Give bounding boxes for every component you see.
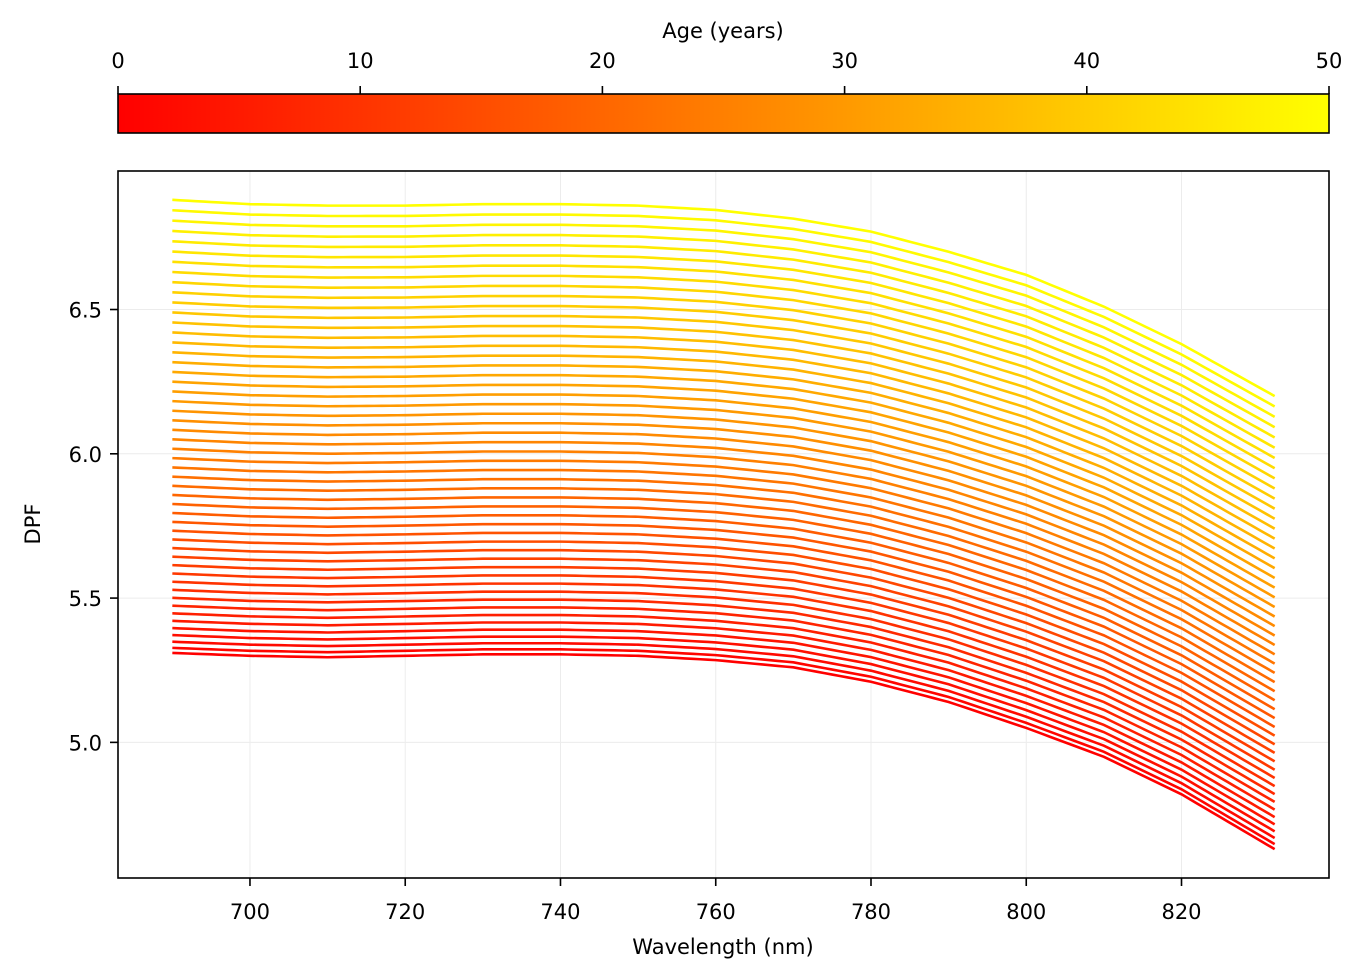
x-tick-label: 780 (851, 900, 891, 924)
x-tick-label: 820 (1161, 900, 1201, 924)
dpf-line-age-27 (172, 428, 1276, 628)
dpf-line-age-49 (172, 208, 1276, 408)
dpf-line-age-48 (172, 219, 1276, 418)
dpf-line-age-18 (172, 511, 1276, 711)
dpf-line-age-5 (172, 619, 1276, 819)
dpf-line-age-0 (172, 651, 1276, 851)
dpf-line-age-11 (172, 572, 1276, 771)
x-tick-label: 720 (385, 900, 425, 924)
colorbar-tick-label: 20 (589, 49, 616, 73)
colorbar-ticks: 0 10 20 30 40 50 (111, 49, 1342, 94)
x-axis-ticks: 700 720 740 760 780 800 820 (230, 878, 1202, 924)
dpf-line-age-45 (172, 250, 1276, 449)
dpf-line-age-16 (172, 529, 1276, 729)
dpf-line-age-20 (172, 493, 1276, 693)
dpf-line-age-17 (172, 520, 1276, 720)
colorbar: Age (years) 0 10 20 30 40 50 (111, 19, 1342, 134)
x-tick-label: 760 (696, 900, 736, 924)
dpf-line-age-6 (172, 612, 1276, 811)
plot-frame (117, 170, 1330, 879)
dpf-line-age-46 (172, 239, 1276, 439)
dpf-line-age-2 (172, 640, 1276, 840)
colorbar-tick-label: 0 (111, 49, 124, 73)
dpf-line-age-21 (172, 484, 1276, 684)
dpf-series (172, 198, 1276, 851)
dpf-line-age-24 (172, 456, 1276, 656)
dpf-line-age-39 (172, 311, 1276, 510)
y-axis-ticks: 5.0 5.5 6.0 6.5 (69, 299, 118, 755)
dpf-line-age-50 (172, 198, 1276, 398)
dpf-line-age-14 (172, 546, 1276, 746)
dpf-line-age-25 (172, 447, 1276, 647)
dpf-line-age-43 (172, 270, 1276, 470)
colorbar-tick-label: 50 (1316, 49, 1343, 73)
colorbar-label: Age (years) (662, 19, 783, 43)
dpf-line-age-44 (172, 260, 1276, 460)
x-axis-label: Wavelength (nm) (632, 935, 813, 959)
y-axis-label: DPF (21, 504, 45, 545)
x-tick-label: 800 (1006, 900, 1046, 924)
dpf-line-age-26 (172, 438, 1276, 637)
dpf-line-age-13 (172, 555, 1276, 755)
dpf-line-age-36 (172, 341, 1276, 540)
y-tick-label: 6.0 (69, 443, 102, 467)
y-tick-label: 5.5 (69, 587, 102, 611)
dpf-line-age-8 (172, 596, 1276, 796)
dpf-line-age-35 (172, 351, 1276, 550)
dpf-line-age-28 (172, 419, 1276, 618)
dpf-line-age-22 (172, 475, 1276, 675)
dpf-line-age-3 (172, 633, 1276, 833)
dpf-line-age-42 (172, 280, 1276, 480)
colorbar-gradient (118, 94, 1329, 133)
y-tick-label: 6.5 (69, 299, 102, 323)
dpf-line-age-30 (172, 399, 1276, 599)
dpf-line-age-29 (172, 409, 1276, 609)
colorbar-frame (117, 93, 1330, 134)
dpf-line-age-23 (172, 466, 1276, 665)
dpf-line-age-33 (172, 370, 1276, 570)
y-tick-label: 5.0 (69, 731, 102, 755)
dpf-line-age-9 (172, 588, 1276, 788)
dpf-line-age-19 (172, 502, 1276, 702)
x-tick-label: 740 (540, 900, 580, 924)
plot-area: 700 720 740 760 780 800 820 5.0 5.5 6.0 6.5 Wavel… (21, 170, 1330, 959)
dpf-line-age-7 (172, 604, 1276, 804)
dpf-line-age-31 (172, 390, 1276, 589)
dpf-line-age-4 (172, 626, 1276, 826)
colorbar-tick-label: 30 (831, 49, 858, 73)
dpf-line-age-12 (172, 563, 1276, 763)
dpf-line-age-32 (172, 380, 1276, 580)
x-tick-label: 700 (230, 900, 270, 924)
colorbar-tick-label: 40 (1073, 49, 1100, 73)
dpf-line-age-34 (172, 360, 1276, 560)
colorbar-tick-label: 10 (347, 49, 374, 73)
dpf-line-age-10 (172, 580, 1276, 780)
dpf-line-age-15 (172, 538, 1276, 737)
dpf-line-age-1 (172, 646, 1276, 846)
dpf-line-age-41 (172, 291, 1276, 490)
dpf-line-age-40 (172, 301, 1276, 500)
dpf-line-age-37 (172, 331, 1276, 530)
dpf-line-age-47 (172, 229, 1276, 429)
dpf-line-age-38 (172, 321, 1276, 520)
